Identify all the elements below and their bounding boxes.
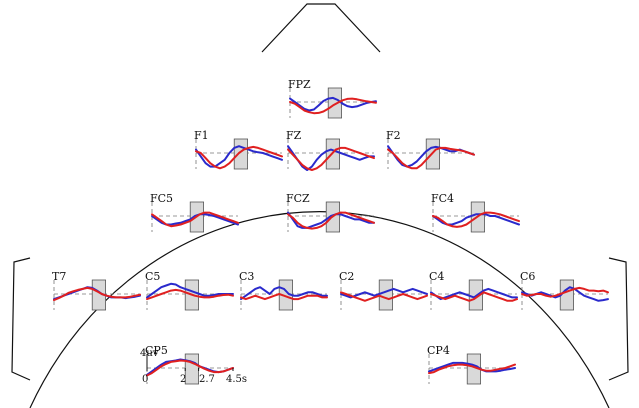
channel-label: F2 — [386, 129, 401, 142]
channel-label: FCZ — [286, 192, 310, 205]
channel-label: C4 — [429, 270, 444, 283]
analysis-window — [327, 87, 343, 119]
channel-label: FC4 — [431, 192, 454, 205]
channel-label: FC5 — [150, 192, 173, 205]
channel-panel: C4 — [429, 270, 518, 311]
head-outline — [11, 3, 629, 408]
series-line-red — [521, 286, 609, 298]
series-line-red — [430, 291, 518, 302]
series-line-red — [287, 211, 375, 230]
series-line-red — [146, 359, 234, 377]
channel-label: CP5 — [145, 344, 168, 357]
series-line-red — [432, 211, 520, 228]
series-line-red — [428, 363, 516, 375]
channel-panel: FC5 — [150, 192, 239, 233]
series-line-blue — [146, 282, 234, 299]
series-line-blue — [428, 361, 516, 373]
series-line-blue — [340, 287, 428, 299]
channel-panel: CP4 — [427, 344, 516, 385]
series-line-blue — [195, 145, 283, 168]
channel-panel: FCZ — [286, 192, 375, 233]
channel-label: FZ — [286, 129, 302, 142]
channel-panel: F2 — [386, 129, 475, 170]
channel-label: T7 — [52, 270, 66, 283]
channel-panels: FPZ F1 FZ F2 FC5 FCZ FC4 T7 C5 C3 C2 C4 C6 CP5 CP4 — [52, 78, 609, 385]
series-line-red — [146, 288, 234, 301]
channel-panel: FPZ — [288, 78, 377, 119]
x-tick-label: 0 — [142, 374, 148, 385]
x-tick-label: 2.7 — [199, 374, 215, 385]
series-line-red — [387, 146, 475, 170]
series-line-red — [151, 211, 239, 228]
x-tick-label: 2 — [180, 374, 186, 385]
channel-label: C3 — [239, 270, 254, 283]
channel-label: C5 — [145, 270, 160, 283]
channel-label: C2 — [339, 270, 354, 283]
series-line-red — [195, 145, 283, 170]
right-ear-shape — [608, 257, 629, 381]
channel-panel: C6 — [520, 270, 609, 311]
analysis-window — [378, 279, 394, 311]
channel-panel: FC4 — [431, 192, 520, 233]
channel-label: C6 — [520, 270, 535, 283]
series-line-blue — [287, 211, 375, 229]
channel-panel: T7 — [52, 270, 141, 311]
scale-legend: 4uv 0 2 2.7 4.5s — [140, 348, 247, 385]
analysis-window — [184, 353, 200, 385]
series-line-blue — [289, 96, 377, 112]
amplitude-scale-label: 4uv — [140, 348, 159, 359]
channel-panel: C2 — [339, 270, 428, 311]
series-line-red — [289, 97, 377, 115]
series-line-red — [287, 146, 375, 171]
head-circle — [29, 211, 610, 408]
analysis-window — [233, 138, 249, 170]
channel-label: FPZ — [288, 78, 311, 91]
series-line-blue — [430, 287, 518, 301]
x-tick-label: 4.5s — [226, 374, 247, 385]
left-ear-shape — [11, 257, 31, 381]
channel-panel: C3 — [239, 270, 328, 311]
channel-panel: FZ — [286, 129, 375, 171]
series-line-blue — [240, 286, 328, 301]
series-line-red — [53, 286, 141, 302]
series-line-red — [240, 293, 328, 301]
channel-panel: C5 — [145, 270, 234, 311]
nose-shape — [261, 3, 381, 53]
series-line-blue — [287, 145, 375, 171]
channel-label: F1 — [194, 129, 209, 142]
series-line-red — [340, 291, 428, 302]
channel-label: CP4 — [427, 344, 450, 357]
channel-panel: F1 — [194, 129, 283, 170]
